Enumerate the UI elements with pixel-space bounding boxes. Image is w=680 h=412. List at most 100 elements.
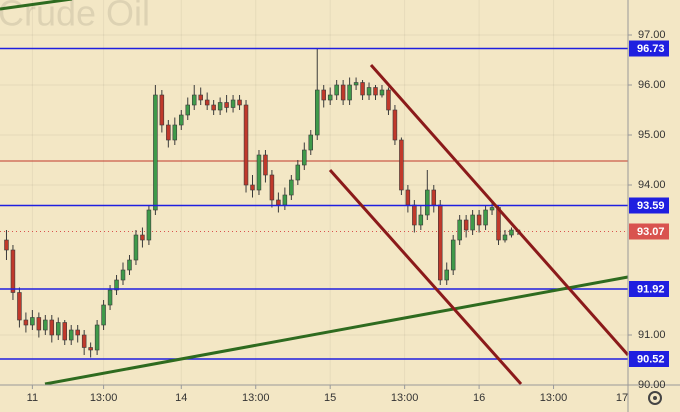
candle-body <box>185 104 190 116</box>
candle-body <box>243 104 249 186</box>
candle-body <box>334 84 339 96</box>
candle-body <box>476 214 482 226</box>
candle-body <box>509 229 514 236</box>
last-price-box <box>629 223 669 240</box>
candle-body <box>295 164 301 181</box>
gear-icon[interactable] <box>648 391 662 405</box>
channel-line <box>328 169 523 385</box>
candle-body <box>62 322 67 341</box>
candle-body <box>107 289 113 306</box>
candle-body <box>289 179 294 196</box>
candle-body <box>308 134 314 151</box>
trend-line <box>0 0 73 11</box>
candle-body <box>68 329 74 341</box>
candle-body <box>198 94 203 101</box>
x-tick-label: 13:00 <box>90 392 118 404</box>
candle-body <box>425 189 430 216</box>
level-label: 93.59 <box>637 200 665 212</box>
candle-body <box>502 234 508 241</box>
candle-body <box>250 184 255 191</box>
candle-body <box>10 249 16 293</box>
candle-body <box>431 189 437 206</box>
candle-body <box>314 89 320 136</box>
level-label-box <box>629 197 669 214</box>
candle-body <box>36 317 42 331</box>
candle-body <box>353 82 359 86</box>
gear-center[interactable] <box>653 396 657 400</box>
candle-body <box>457 219 462 241</box>
candle-body <box>224 102 229 108</box>
candle-body <box>463 219 469 231</box>
candle-body <box>230 99 236 108</box>
candle-body <box>191 94 197 106</box>
candle-body <box>483 209 488 226</box>
level-label-box <box>629 281 669 297</box>
x-tick-label: 14 <box>175 392 187 404</box>
candle-body <box>321 89 326 101</box>
level-label-box <box>629 351 669 367</box>
candle-body <box>140 234 145 241</box>
x-tick-label: 13:00 <box>391 392 419 404</box>
candle-body <box>405 189 411 206</box>
candle-body <box>444 269 449 281</box>
y-tick-label: 96.00 <box>638 79 666 91</box>
candle-body <box>94 324 100 351</box>
trend-line <box>44 275 629 386</box>
candle-body <box>75 329 80 336</box>
candle-body <box>179 114 184 126</box>
candle-body <box>120 269 126 281</box>
trend-lines <box>0 0 630 386</box>
candle-body <box>127 259 132 271</box>
candle-body <box>172 124 178 141</box>
candle-body <box>30 317 35 326</box>
candle-body <box>282 194 288 206</box>
candle-body <box>81 334 87 348</box>
candle-body <box>49 319 55 336</box>
x-tick-label: 17 <box>616 392 628 404</box>
settings-button[interactable] <box>648 391 662 405</box>
candle-body <box>43 319 48 331</box>
candle-body <box>146 209 152 241</box>
candle-body <box>438 204 443 281</box>
y-tick-label: 97.00 <box>638 29 666 41</box>
candle-body <box>114 279 119 291</box>
candle-body <box>489 207 495 211</box>
x-tick-label: 16 <box>473 392 485 404</box>
candle-body <box>17 292 22 321</box>
candle-body <box>470 214 475 231</box>
candle-body <box>133 234 139 261</box>
candle-body <box>88 347 93 351</box>
plot <box>0 47 628 360</box>
x-tick-label: 15 <box>324 392 336 404</box>
level-label: 96.73 <box>637 43 665 55</box>
candle-body <box>217 102 223 111</box>
candle-body <box>392 109 398 141</box>
candle-body <box>204 99 210 106</box>
candle-body <box>347 84 352 101</box>
candle-body <box>379 89 385 96</box>
candle-body <box>373 87 378 96</box>
level-label: 90.52 <box>637 353 665 365</box>
candle-body <box>450 239 456 271</box>
candle-body <box>23 319 29 326</box>
x-tick-label: 13:00 <box>242 392 270 404</box>
candle-body <box>101 304 106 326</box>
y-tick-label: 90.00 <box>638 379 666 391</box>
candle-body <box>4 239 9 251</box>
candle-body <box>276 199 281 206</box>
channel-line <box>369 64 630 356</box>
candle-body <box>237 99 242 106</box>
candle-body <box>327 94 333 101</box>
level-label-box <box>629 40 669 57</box>
y-tick-label: 91.00 <box>638 329 666 341</box>
axes: 97.00 96.00 95.00 94.00 91.00 90.00 11 13:00 14 1… <box>27 29 669 404</box>
candle-body <box>159 94 165 126</box>
y-tick-label: 95.00 <box>638 129 666 141</box>
level-label: 91.92 <box>637 283 665 295</box>
candle-body <box>418 214 424 226</box>
candle-body <box>399 139 404 191</box>
x-tick-label: 13:00 <box>540 392 568 404</box>
candle-body <box>211 104 216 111</box>
